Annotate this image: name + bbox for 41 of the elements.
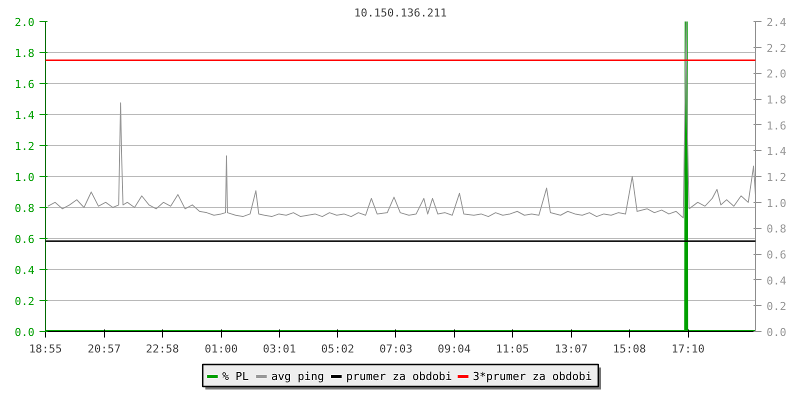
y2-tick-label: 0.8 xyxy=(766,222,786,236)
y-tick-label: 0.6 xyxy=(14,233,35,246)
x-tick-label: 15:08 xyxy=(612,342,646,356)
x-tick-label: 22:58 xyxy=(146,342,180,356)
y2-tick-label: 2.4 xyxy=(766,16,787,29)
y-tick-label: 0.0 xyxy=(14,326,35,339)
y2-tick-label: 1.0 xyxy=(766,196,786,210)
legend-label: 3*prumer za obdobi xyxy=(472,370,592,383)
x-tick-label: 11:05 xyxy=(496,342,529,356)
y2-tick-label: 0.4 xyxy=(766,274,787,288)
y2-tick-label: 2.0 xyxy=(766,68,786,81)
x-tick-label: 18:55 xyxy=(28,342,62,356)
y-tick-label: 0.2 xyxy=(14,295,35,308)
y2-tick-label: 1.4 xyxy=(766,145,787,158)
legend-label: prumer za obdobi xyxy=(346,370,452,383)
y-tick-label: 1.8 xyxy=(14,47,35,60)
x-tick-label: 07:03 xyxy=(379,342,412,356)
y-tick-label: 0.8 xyxy=(14,202,35,215)
x-tick-label: 17:10 xyxy=(672,342,705,356)
y-tick-label: 2.0 xyxy=(14,16,35,29)
x-tick-label: 03:01 xyxy=(262,342,296,356)
y2-tick-label: 1.8 xyxy=(766,94,786,106)
chart-title: 10.150.136.211 xyxy=(354,6,447,20)
y2-tick-label: 0.6 xyxy=(766,248,786,262)
y-tick-label: 1.4 xyxy=(14,109,35,122)
y-tick-label: 1.6 xyxy=(14,78,35,91)
y2-tick-label: 1.2 xyxy=(766,171,786,184)
y2-tick-label: 2.2 xyxy=(766,42,786,55)
x-tick-label: 20:57 xyxy=(88,342,121,356)
x-tick-label: 05:02 xyxy=(321,342,354,356)
legend-label: avg ping xyxy=(271,370,324,383)
x-tick-label: 01:00 xyxy=(204,342,238,356)
y2-tick-label: 1.6 xyxy=(766,119,786,132)
y-tick-label: 1.0 xyxy=(14,171,35,184)
y-tick-label: 0.4 xyxy=(14,264,35,277)
y2-tick-label: 0.0 xyxy=(766,326,786,339)
legend-label: % PL xyxy=(222,370,250,383)
y-tick-label: 1.2 xyxy=(14,140,35,153)
y2-tick-label: 0.2 xyxy=(766,300,786,314)
x-tick-label: 09:04 xyxy=(438,342,472,356)
x-tick-label: 13:07 xyxy=(554,342,588,356)
